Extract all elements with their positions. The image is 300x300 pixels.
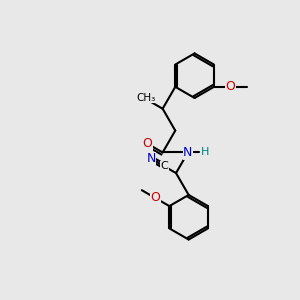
Text: O: O — [142, 137, 152, 150]
Text: N: N — [146, 152, 156, 165]
Text: O: O — [225, 80, 235, 93]
Text: O: O — [150, 191, 160, 204]
Text: CH₃: CH₃ — [136, 93, 155, 103]
Text: C: C — [160, 161, 168, 171]
Text: N: N — [183, 146, 193, 159]
Text: H: H — [201, 148, 209, 158]
